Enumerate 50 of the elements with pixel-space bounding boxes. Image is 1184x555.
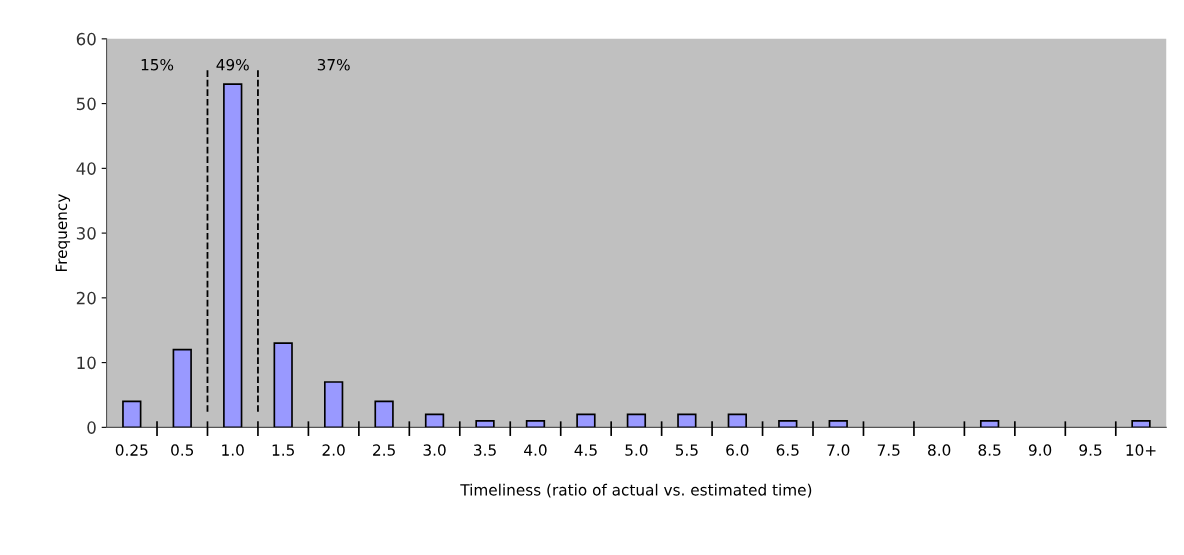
bar bbox=[576, 413, 596, 428]
x-tick-label: 3.0 bbox=[423, 444, 446, 456]
x-tick-label: 7.5 bbox=[877, 444, 900, 456]
x-tick-label: 0.5 bbox=[171, 444, 194, 456]
bar bbox=[374, 400, 394, 428]
x-tick-label: 4.5 bbox=[574, 444, 597, 456]
bar bbox=[979, 420, 1000, 428]
bar bbox=[778, 420, 798, 428]
bar bbox=[1131, 420, 1151, 428]
bar bbox=[525, 420, 546, 428]
x-tick-label: 8.0 bbox=[928, 444, 951, 456]
bar bbox=[677, 413, 697, 428]
bar bbox=[122, 400, 142, 428]
y-axis-title: Frequency bbox=[55, 194, 71, 272]
annotation: 49% bbox=[216, 58, 249, 71]
x-tick-label: 9.0 bbox=[1028, 444, 1052, 456]
bar bbox=[475, 420, 495, 428]
y-tick-label: 60 bbox=[76, 32, 96, 46]
annotation: 15% bbox=[141, 58, 174, 71]
y-tick-label: 20 bbox=[76, 291, 96, 305]
y-tick-label: 10 bbox=[77, 356, 96, 370]
x-tick-label: 2.0 bbox=[322, 444, 345, 456]
x-tick-label: 0.25 bbox=[115, 444, 148, 456]
x-tick-label: 2.5 bbox=[373, 444, 395, 456]
x-tick-label: 5.5 bbox=[675, 444, 698, 456]
x-axis-title: Timeliness (ratio of actual vs. estimated time) bbox=[460, 483, 812, 498]
bar bbox=[626, 413, 647, 428]
bar bbox=[172, 348, 192, 428]
x-tick-label: 5.0 bbox=[625, 444, 648, 456]
bar bbox=[424, 413, 445, 428]
y-tick-label: 40 bbox=[76, 162, 96, 175]
x-tick-label: 1.5 bbox=[272, 444, 294, 456]
bar bbox=[323, 381, 344, 428]
y-tick-label: 50 bbox=[76, 97, 96, 111]
x-tick-label: 9.5 bbox=[1079, 444, 1102, 456]
x-tick-label: 6.0 bbox=[726, 444, 749, 456]
bar bbox=[727, 413, 747, 428]
y-tick-label: 0 bbox=[87, 421, 96, 434]
x-tick-label: 3.5 bbox=[474, 444, 496, 456]
annotation: 37% bbox=[317, 58, 350, 71]
x-tick-label: 4.0 bbox=[524, 444, 547, 456]
bar bbox=[273, 342, 293, 428]
x-tick-label: 6.5 bbox=[776, 444, 799, 456]
x-tick-label: 7.0 bbox=[827, 444, 850, 456]
x-tick-label: 10+ bbox=[1126, 444, 1156, 456]
bar bbox=[828, 420, 848, 428]
bar bbox=[223, 83, 243, 428]
y-tick-label: 30 bbox=[76, 227, 96, 240]
x-tick-label: 8.5 bbox=[978, 444, 1001, 456]
x-tick-label: 1.0 bbox=[222, 444, 244, 456]
